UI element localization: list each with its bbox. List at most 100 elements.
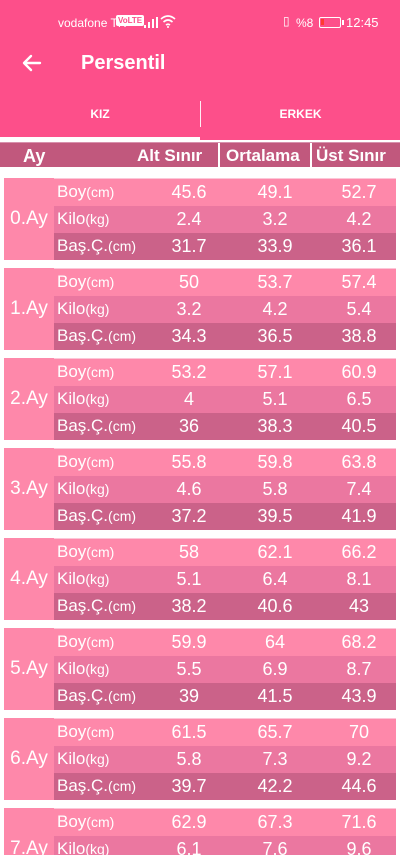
measure-label: Baş.Ç.(cm) [57,236,136,256]
average-value: 62.1 [257,542,293,562]
measure-row: Baş.Ç.(cm) 39.7 42.2 44.6 [54,773,396,800]
measure-label: Baş.Ç.(cm) [57,416,136,436]
measure-row: Kilo(kg) 5.8 7.3 9.2 [54,746,396,773]
measure-name: Kilo [57,659,86,678]
upper-value: 57.4 [341,272,377,292]
measure-name: Kilo [57,749,86,768]
carrier-name: vodafone TR [58,16,127,30]
upper-value: 60.9 [341,362,377,382]
battery-percent: %8 [296,16,314,30]
measure-name: Boy [57,542,87,561]
lower-value: 62.9 [171,812,207,832]
measure-name: Boy [57,812,87,831]
tab-erkek[interactable]: ERKEK [279,107,322,121]
measure-row: Boy(cm) 62.9 67.3 71.6 [54,809,396,836]
measure-row: Baş.Ç.(cm) 36 38.3 40.5 [54,413,396,440]
month-label: 0.Ay [4,178,54,260]
battery-icon [319,17,344,28]
volte-badge: VoLTE [116,15,145,26]
measure-label: Kilo(kg) [57,479,109,499]
measure-unit: (kg) [85,661,110,677]
measure-name: Kilo [57,389,86,408]
upper-value: 63.8 [341,452,377,472]
measure-label: Baş.Ç.(cm) [57,506,136,526]
measure-unit: (cm) [86,544,115,560]
tab-kiz[interactable]: KIZ [90,107,110,121]
measure-row: Kilo(kg) 4.6 5.8 7.4 [54,476,396,503]
upper-value: 40.5 [341,416,377,436]
month-label: 4.Ay [4,538,54,620]
average-value: 33.9 [257,236,293,256]
month-label: 7.Ay [4,808,54,855]
measure-label: Boy(cm) [57,632,114,652]
lower-value: 50 [178,272,200,292]
measure-row: Kilo(kg) 2.4 3.2 4.2 [54,206,396,233]
measure-name: Boy [57,632,87,651]
lower-value: 31.7 [171,236,207,256]
lower-value: 6.1 [176,839,202,855]
average-value: 67.3 [257,812,293,832]
measure-unit: (cm) [86,634,115,650]
measure-name: Baş.Ç. [57,416,109,435]
measure-row: Kilo(kg) 3.2 4.2 5.4 [54,296,396,323]
average-value: 59.8 [257,452,293,472]
average-value: 7.6 [262,839,288,855]
measure-unit: (cm) [108,688,137,704]
average-value: 6.4 [262,569,288,589]
measure-unit: (kg) [85,481,110,497]
app-bar: Persentil [0,38,400,90]
measure-row: Boy(cm) 61.5 65.7 70 [54,719,396,746]
lower-value: 61.5 [171,722,207,742]
measure-unit: (kg) [85,751,110,767]
measure-name: Baş.Ç. [57,506,109,525]
measure-label: Boy(cm) [57,542,114,562]
upper-value: 68.2 [341,632,377,652]
page-title: Persentil [81,52,166,74]
average-value: 57.1 [257,362,293,382]
lower-value: 39 [178,686,200,706]
measure-unit: (kg) [85,211,110,227]
average-value: 6.9 [262,659,288,679]
measure-unit: (cm) [86,364,115,380]
average-value: 53.7 [257,272,293,292]
average-value: 4.2 [262,299,288,319]
header-month: Ay [23,146,46,166]
measure-row: Kilo(kg) 6.1 7.6 9.6 [54,836,396,855]
measure-name: Kilo [57,299,86,318]
table-header: Ay Alt Sınır Ortalama Üst Sınır [0,142,400,168]
measure-name: Baş.Ç. [57,776,109,795]
header-divider [310,143,312,168]
upper-value: 36.1 [341,236,377,256]
upper-value: 71.6 [341,812,377,832]
measure-label: Baş.Ç.(cm) [57,326,136,346]
lower-value: 4 [183,389,194,409]
measure-row: Kilo(kg) 5.1 6.4 8.1 [54,566,396,593]
month-label: 3.Ay [4,448,54,530]
measure-label: Boy(cm) [57,722,114,742]
measure-name: Kilo [57,839,86,855]
measure-unit: (kg) [85,301,110,317]
lower-value: 55.8 [171,452,207,472]
upper-value: 66.2 [341,542,377,562]
upper-value: 44.6 [341,776,377,796]
measure-row: Baş.Ç.(cm) 31.7 33.9 36.1 [54,233,396,260]
measure-row: Boy(cm) 55.8 59.8 63.8 [54,449,396,476]
upper-value: 9.2 [346,749,372,769]
upper-value: 70 [348,722,370,742]
month-block: 1.Ay Boy(cm) 50 53.7 57.4 Kilo(kg) 3.2 4.2 5.4 Ba… [4,268,396,350]
month-block: 3.Ay Boy(cm) 55.8 59.8 63.8 Kilo(kg) 4.6 5.8 7.4… [4,448,396,530]
upper-value: 38.8 [341,326,377,346]
measure-label: Kilo(kg) [57,299,109,319]
status-bar: vodafone TR VoLTE ▯ %8 12:45 [0,0,400,38]
measure-unit: (cm) [86,724,115,740]
measure-name: Baş.Ç. [57,326,109,345]
measure-name: Boy [57,272,87,291]
month-label: 1.Ay [4,268,54,350]
lower-value: 4.6 [176,479,202,499]
average-value: 42.2 [257,776,293,796]
measure-name: Kilo [57,569,86,588]
upper-value: 52.7 [341,182,377,202]
arrow-left-icon[interactable] [20,51,44,75]
tab-bar: KIZ ERKEK [0,90,400,140]
lower-value: 59.9 [171,632,207,652]
